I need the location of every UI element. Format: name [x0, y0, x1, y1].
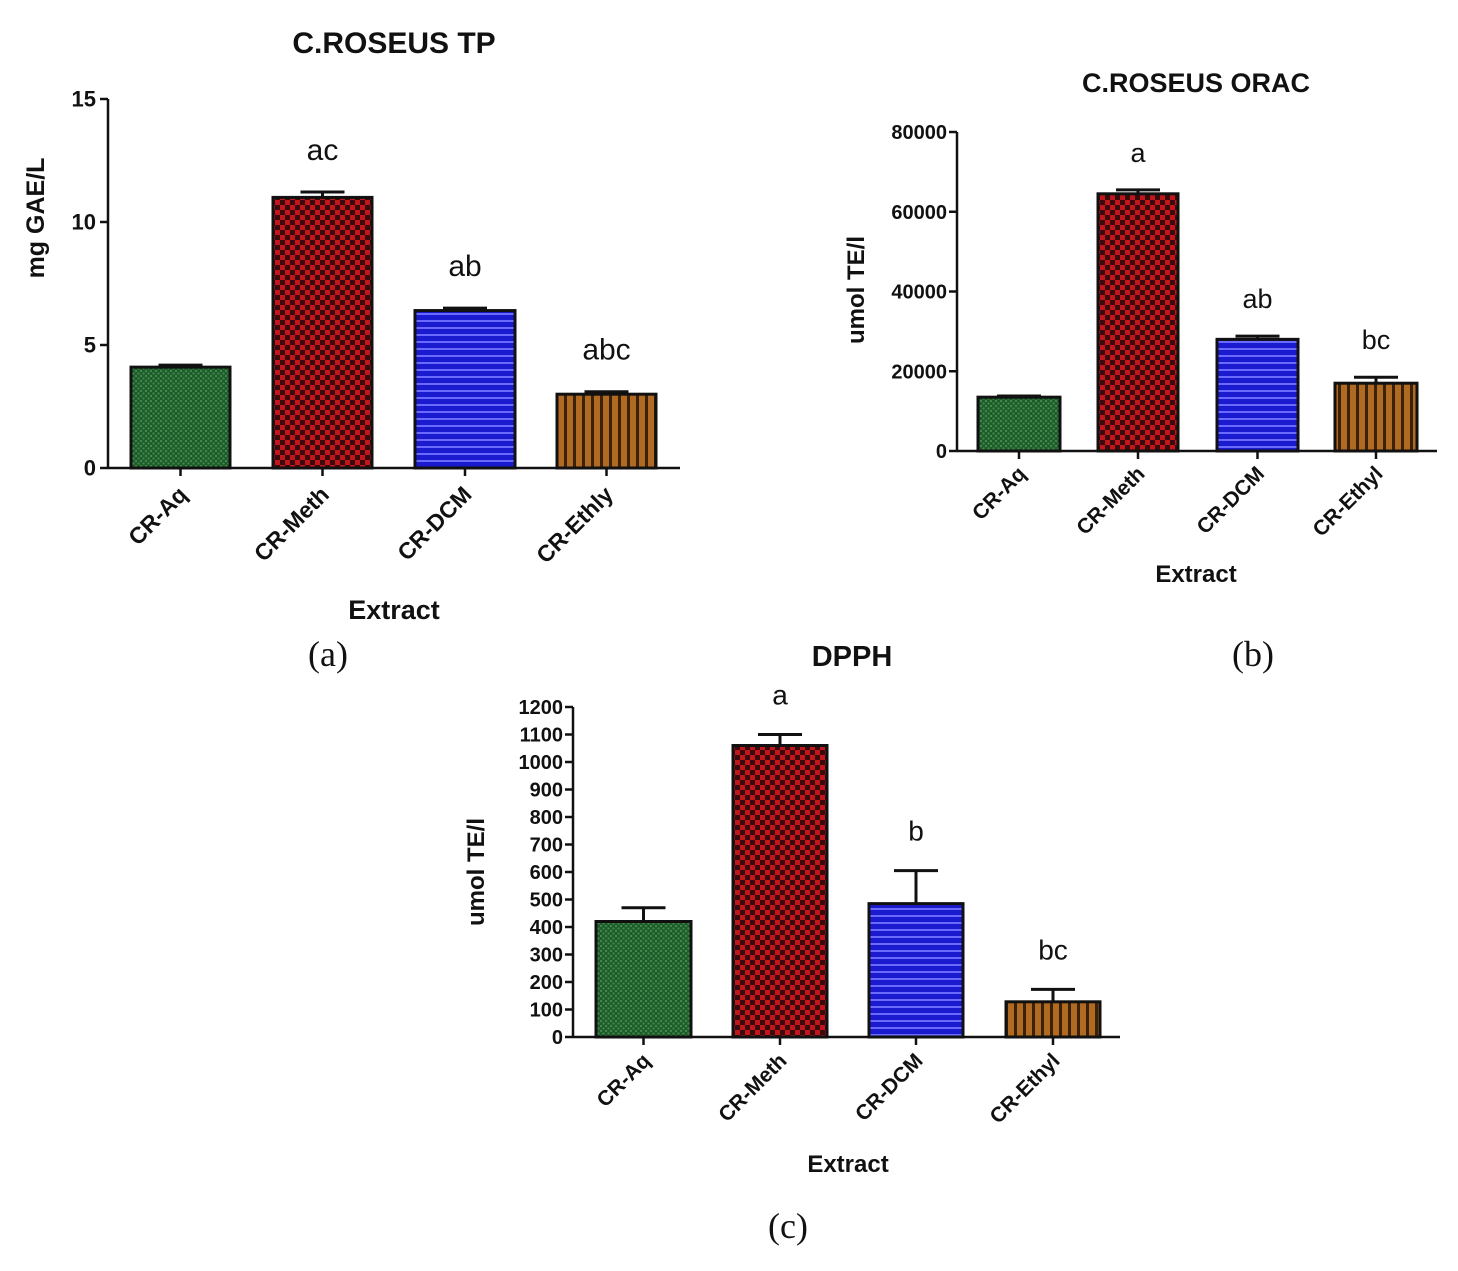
chart-title: C.ROSEUS ORAC	[1082, 68, 1310, 98]
panel-label-a: (a)	[308, 634, 348, 674]
significance-label: bc	[1362, 325, 1391, 355]
bar-cr-dcm	[867, 902, 965, 1039]
significance-label: ac	[307, 134, 339, 167]
x-tick-label: CR-DCM	[851, 1049, 927, 1125]
y-axis-label: mg GAE/L	[22, 158, 50, 279]
x-tick-label: CR-Ethly	[531, 481, 618, 568]
bar-cr-ethyl	[1333, 381, 1419, 453]
x-tick-label: CR-DCM	[1193, 462, 1269, 538]
y-tick-label: 40000	[891, 282, 947, 304]
chart-title: DPPH	[812, 641, 893, 673]
x-tick-label: CR-Meth	[714, 1049, 791, 1126]
y-tick-label: 300	[530, 945, 563, 967]
y-tick-label: 400	[530, 917, 563, 939]
chart-title: C.ROSEUS TP	[292, 27, 495, 60]
significance-label: bc	[1038, 934, 1068, 965]
y-tick-label: 20000	[891, 361, 947, 383]
x-axis-label: Extract	[807, 1151, 888, 1178]
y-tick-label: 1000	[519, 752, 564, 774]
x-axis-label: Extract	[348, 595, 440, 625]
y-axis-label: umol TE/l	[463, 818, 490, 926]
y-tick-label: 100	[530, 1000, 563, 1022]
y-tick-label: 1200	[519, 697, 564, 719]
y-axis-label: umol TE/l	[843, 236, 870, 344]
y-tick-label: 0	[552, 1027, 563, 1049]
chart-orac: C.ROSEUS ORAC 0 20000 40000 60000 80000 CR-Aq…	[843, 68, 1437, 674]
panel-label-b: (b)	[1232, 634, 1274, 674]
y-tick-label: 1100	[520, 725, 563, 747]
y-tick-label: 80000	[891, 122, 947, 144]
bar-cr-ethly	[555, 392, 658, 470]
x-tick-label: CR-Ethyl	[986, 1049, 1065, 1128]
y-tick-label: 900	[530, 780, 563, 802]
x-tick-label: CR-DCM	[392, 481, 476, 565]
y-tick-label: 200	[530, 972, 563, 994]
y-tick-label: 5	[84, 333, 96, 358]
chart-dpph: DPPH 0 100 200 300 400 500 600 700 800 900 1000 110…	[463, 641, 1120, 1246]
bar-cr-aq	[594, 920, 693, 1039]
panel-label-c: (c)	[768, 1206, 808, 1246]
y-tick-label: 500	[530, 890, 563, 912]
y-tick-label: 0	[84, 456, 96, 481]
bar-cr-meth	[271, 195, 374, 470]
y-tick-label: 700	[530, 835, 563, 857]
y-tick-label: 60000	[891, 202, 947, 224]
x-tick-label: CR-Aq	[593, 1049, 655, 1111]
x-axis-label: Extract	[1155, 561, 1236, 588]
x-tick-label: CR-Aq	[123, 481, 192, 550]
y-tick-label: 600	[530, 862, 563, 884]
x-tick-label: CR-Meth	[249, 481, 334, 566]
significance-label: abc	[582, 334, 630, 367]
significance-label: a	[1130, 138, 1146, 168]
significance-label: ab	[1242, 284, 1272, 314]
y-tick-label: 800	[530, 807, 563, 829]
significance-label: b	[908, 816, 924, 847]
bar-cr-ethyl	[1004, 1000, 1102, 1039]
chart-total-phenolics: C.ROSEUS TP 0 5 10 15 CR-Aq ac CR-Meth ab CR-DCM…	[22, 27, 680, 674]
bar-cr-meth	[1096, 192, 1180, 453]
significance-label: ab	[448, 250, 481, 283]
bar-cr-aq	[976, 395, 1062, 453]
bar-cr-dcm	[413, 309, 517, 470]
x-tick-label: CR-Ethyl	[1309, 462, 1388, 541]
significance-label: a	[772, 680, 788, 711]
y-tick-label: 10	[72, 210, 96, 235]
y-tick-label: 15	[72, 87, 96, 112]
x-tick-label: CR-Meth	[1072, 462, 1149, 539]
bar-cr-aq	[129, 365, 232, 470]
x-tick-label: CR-Aq	[968, 462, 1030, 524]
y-tick-label: 0	[936, 441, 947, 463]
bar-cr-dcm	[1215, 337, 1300, 453]
bar-cr-meth	[731, 744, 829, 1039]
